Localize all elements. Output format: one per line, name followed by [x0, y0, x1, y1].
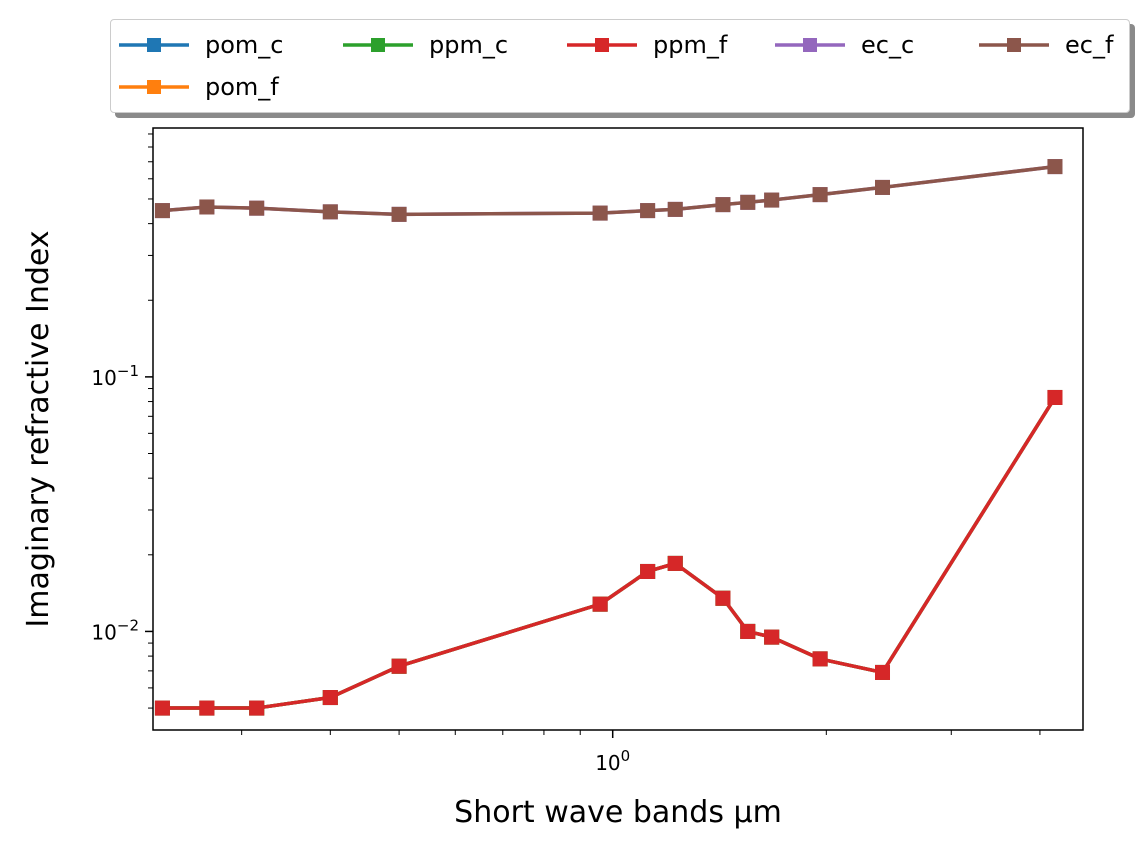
- legend-marker: [147, 38, 161, 52]
- data-point-ec-f: [740, 194, 756, 210]
- data-point-ppm-f: [667, 555, 683, 571]
- data-point-ec-f: [391, 206, 407, 222]
- series-ppm-c: [154, 389, 1063, 716]
- axes-frame: [152, 127, 1084, 731]
- series-pom-f: [154, 389, 1063, 716]
- legend-marker: [595, 38, 609, 52]
- legend-swatch-ppm-c: [343, 38, 413, 52]
- data-point-ppm-f: [199, 700, 215, 716]
- data-point-ec-f: [715, 197, 731, 213]
- data-point-ppm-f: [249, 700, 265, 716]
- legend-item-pom-c: pom_c: [119, 28, 284, 62]
- legend-label-pom-c: pom_c: [205, 31, 284, 59]
- series-line-ec-c: [162, 164, 1056, 217]
- legend-swatch-pom-c: [119, 38, 189, 52]
- data-point-ppm-f: [875, 664, 891, 680]
- y-tick-labels: 10−1 10−2: [91, 362, 139, 645]
- legend-item-ppm-c: ppm_c: [343, 28, 508, 62]
- series-line-pom-c: [162, 396, 1057, 710]
- data-point-ec-f: [154, 203, 170, 219]
- data-point-ec-f: [640, 203, 656, 219]
- legend-label-ec-c: ec_c: [861, 31, 915, 59]
- data-point-ec-f: [199, 199, 215, 215]
- series-line-ppm-c: [162, 396, 1057, 710]
- legend-item-ec-c: ec_c: [775, 28, 914, 62]
- data-point-ppm-f: [740, 623, 756, 639]
- data-point-ppm-f: [154, 700, 170, 716]
- x-axis-label: Short wave bands μm: [454, 795, 782, 830]
- data-point-ppm-f: [764, 629, 780, 645]
- data-point-ec-f: [1047, 159, 1063, 175]
- legend-marker: [803, 38, 817, 52]
- series-line-pom-f: [162, 396, 1057, 710]
- legend-item-ppm-f: ppm_f: [567, 28, 727, 62]
- legend-label-pom-f: pom_f: [205, 73, 279, 101]
- data-point-ppm-f: [812, 651, 828, 667]
- x-axis-ticks: [241, 730, 1041, 738]
- data-point-ec-f: [875, 179, 891, 195]
- data-point-ec-f: [812, 187, 828, 203]
- legend-swatch-ppm-f: [567, 38, 637, 52]
- legend-swatch-ec-c: [775, 38, 845, 52]
- series-pom-c: [154, 389, 1063, 716]
- data-point-ppm-f: [391, 658, 407, 674]
- legend-swatch-pom-f: [119, 80, 189, 94]
- legend-label-ec-f: ec_f: [1065, 31, 1114, 59]
- data-point-ec-f: [249, 200, 265, 216]
- series-line-ppm-f: [162, 396, 1057, 710]
- legend-item-ec-f: ec_f: [979, 28, 1113, 62]
- legend-swatch-ec-f: [979, 38, 1049, 52]
- y-tick-label: 10−1: [91, 362, 139, 390]
- data-point-ec-f: [322, 204, 338, 220]
- data-point-ec-f: [667, 201, 683, 217]
- legend-marker: [371, 38, 385, 52]
- series-ec-f: [154, 159, 1063, 222]
- data-point-ppm-f: [715, 590, 731, 606]
- y-tick-label: 10−2: [91, 616, 139, 644]
- data-point-ppm-f: [1047, 389, 1063, 405]
- legend-label-ppm-c: ppm_c: [429, 31, 509, 59]
- x-tick-label: 100: [595, 747, 630, 775]
- series-layer: [154, 159, 1063, 716]
- data-point-ppm-f: [640, 563, 656, 579]
- series-ppm-f: [154, 389, 1063, 716]
- data-point-ppm-f: [322, 690, 338, 706]
- legend: pom_c pom_f ppm_c ppm_f ec_c ec_f: [110, 19, 1130, 113]
- legend-marker: [147, 80, 161, 94]
- legend-label-ppm-f: ppm_f: [653, 31, 728, 59]
- legend-item-pom-f: pom_f: [119, 70, 279, 104]
- y-axis-label: Imaginary refractive Index: [21, 230, 56, 627]
- data-point-ec-f: [764, 192, 780, 208]
- y-axis-ticks: [145, 133, 153, 709]
- x-tick-labels: 100: [595, 747, 630, 775]
- data-point-ppm-f: [592, 596, 608, 612]
- series-line-ec-f: [162, 164, 1056, 217]
- data-point-ec-f: [592, 205, 608, 221]
- legend-marker: [1007, 38, 1021, 52]
